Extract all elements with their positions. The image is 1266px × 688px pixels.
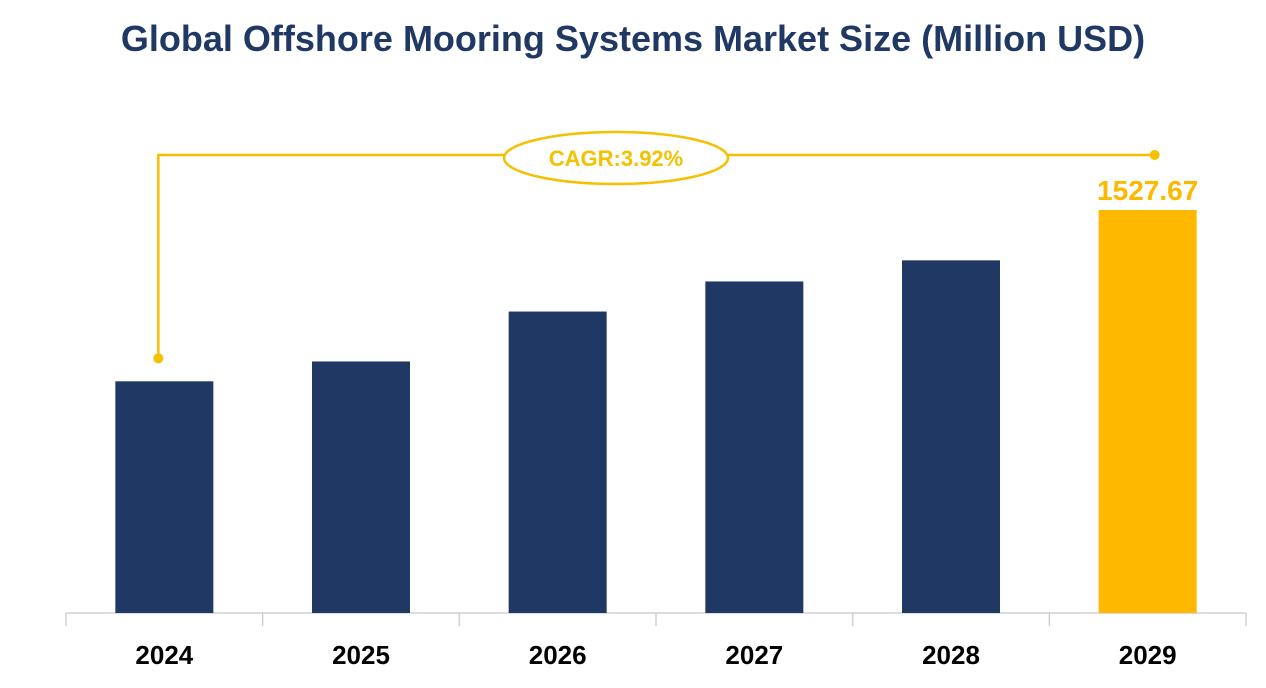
x-tick-label: 2027	[725, 640, 783, 670]
cagr-ellipse	[502, 130, 730, 186]
bar-2028	[902, 260, 1000, 613]
x-tick-label: 2028	[922, 640, 980, 670]
x-tick-label: 2029	[1119, 640, 1177, 670]
x-tick-label: 2026	[529, 640, 587, 670]
bar-2025	[312, 361, 410, 613]
data-label: 1527.67	[1097, 175, 1198, 206]
x-tick-label: 2025	[332, 640, 390, 670]
cagr-end-dot	[1149, 150, 1160, 160]
bar-2029	[1098, 210, 1197, 613]
cagr-start-dot	[153, 353, 164, 364]
bar-2027	[705, 281, 804, 613]
bar-2024	[115, 381, 214, 613]
chart-title: Global Offshore Mooring Systems Market S…	[120, 18, 1146, 59]
cagr-label: CAGR:3.92%	[549, 146, 683, 171]
x-tick-label: 2024	[135, 640, 193, 670]
cagr-line	[157, 153, 1155, 359]
bar-2026	[508, 311, 607, 613]
